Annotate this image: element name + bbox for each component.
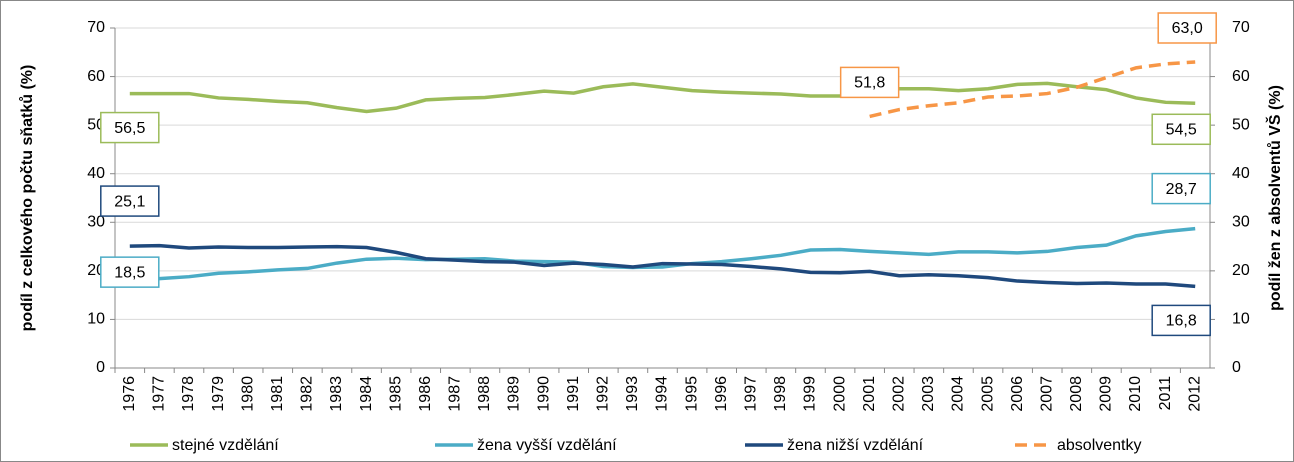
y2-tick-label: 10 xyxy=(1232,311,1250,328)
legend-label: žena vyšší vzdělání xyxy=(477,437,617,454)
data-label: 18,5 xyxy=(114,264,145,281)
y2-tick-label: 50 xyxy=(1232,116,1250,133)
data-label-box xyxy=(839,66,900,99)
data-label: 56,5 xyxy=(114,120,145,137)
x-tick-label: 1979 xyxy=(210,376,227,412)
series-line xyxy=(129,226,1196,281)
x-tick-label: 1997 xyxy=(743,376,760,412)
y2-tick-label: 30 xyxy=(1232,214,1250,231)
x-tick-label: 2008 xyxy=(1068,376,1085,412)
x-tick-label: 2012 xyxy=(1186,376,1203,412)
y2-tick-label: 60 xyxy=(1232,68,1250,85)
x-tick-label: 1985 xyxy=(387,376,404,412)
x-tick-label: 1977 xyxy=(151,376,168,412)
x-tick-label: 1996 xyxy=(713,376,730,412)
x-tick-label: 1989 xyxy=(506,376,523,412)
data-label-box xyxy=(1151,113,1211,146)
y2-tick-label: 40 xyxy=(1232,165,1250,182)
x-tick-label: 1980 xyxy=(239,376,256,412)
y2-tick-label: 0 xyxy=(1232,359,1241,376)
x-tick-label: 1994 xyxy=(654,376,671,412)
x-tick-label: 2011 xyxy=(1157,376,1174,411)
x-tick-label: 1991 xyxy=(565,376,582,412)
series-line xyxy=(129,81,1196,114)
data-label: 51,8 xyxy=(854,75,885,92)
x-tick-label: 2000 xyxy=(831,376,848,412)
x-tick-label: 1986 xyxy=(417,376,434,412)
x-tick-label: 2003 xyxy=(920,376,937,412)
x-tick-label: 2006 xyxy=(1009,376,1026,412)
y2-tick-label: 20 xyxy=(1232,262,1250,279)
legend-label: absolventky xyxy=(1057,437,1142,454)
x-tick-label: 2005 xyxy=(979,376,996,412)
series-line xyxy=(869,60,1196,119)
x-tick-label: 1983 xyxy=(328,376,345,412)
data-label: 63,0 xyxy=(1172,20,1203,37)
series-line xyxy=(129,243,1196,289)
data-label-box xyxy=(1151,304,1211,337)
x-tick-label: 1988 xyxy=(476,376,493,412)
y-tick-label: 30 xyxy=(87,214,105,231)
data-label: 25,1 xyxy=(114,193,145,210)
x-tick-label: 1998 xyxy=(772,376,789,412)
x-tick-label: 2001 xyxy=(861,376,878,412)
x-tick-label: 2009 xyxy=(1098,376,1115,412)
x-tick-label: 1981 xyxy=(269,376,286,412)
x-tick-label: 1992 xyxy=(595,376,612,412)
data-label-box xyxy=(100,185,160,217)
data-label: 54,5 xyxy=(1166,122,1197,139)
x-tick-label: 1995 xyxy=(683,376,700,412)
x-tick-label: 1982 xyxy=(299,376,316,412)
y-tick-label: 70 xyxy=(87,19,105,36)
legend-label: žena nižší vzdělání xyxy=(787,437,924,454)
x-tick-label: 1999 xyxy=(802,376,819,412)
legend-label: stejné vzdělání xyxy=(172,437,279,454)
x-tick-label: 1987 xyxy=(447,376,464,412)
y-tick-label: 10 xyxy=(87,311,105,328)
x-tick-label: 2002 xyxy=(890,376,907,412)
data-label-box xyxy=(100,111,160,144)
data-label-box xyxy=(1157,12,1217,44)
x-tick-label: 1990 xyxy=(535,376,552,412)
data-label: 28,7 xyxy=(1166,181,1197,198)
data-label-box xyxy=(1151,172,1211,205)
y2-axis-title: podíl žen z absolventů VŠ (%) xyxy=(1265,85,1284,311)
y-tick-label: 40 xyxy=(87,165,105,182)
x-tick-label: 1984 xyxy=(358,376,375,412)
y-tick-label: 0 xyxy=(96,359,105,376)
data-label: 16,8 xyxy=(1166,313,1197,330)
y-tick-label: 60 xyxy=(87,68,105,85)
y2-tick-label: 70 xyxy=(1232,19,1250,36)
y-axis-title: podíl z celkového počtu sňatků (%) xyxy=(19,65,36,332)
x-tick-label: 2004 xyxy=(950,376,967,412)
x-tick-label: 1978 xyxy=(180,376,197,412)
x-tick-label: 2007 xyxy=(1038,376,1055,412)
x-tick-label: 1993 xyxy=(624,376,641,412)
data-label-box xyxy=(100,256,160,288)
x-tick-label: 2010 xyxy=(1127,376,1144,412)
x-tick-label: 1976 xyxy=(121,376,138,412)
